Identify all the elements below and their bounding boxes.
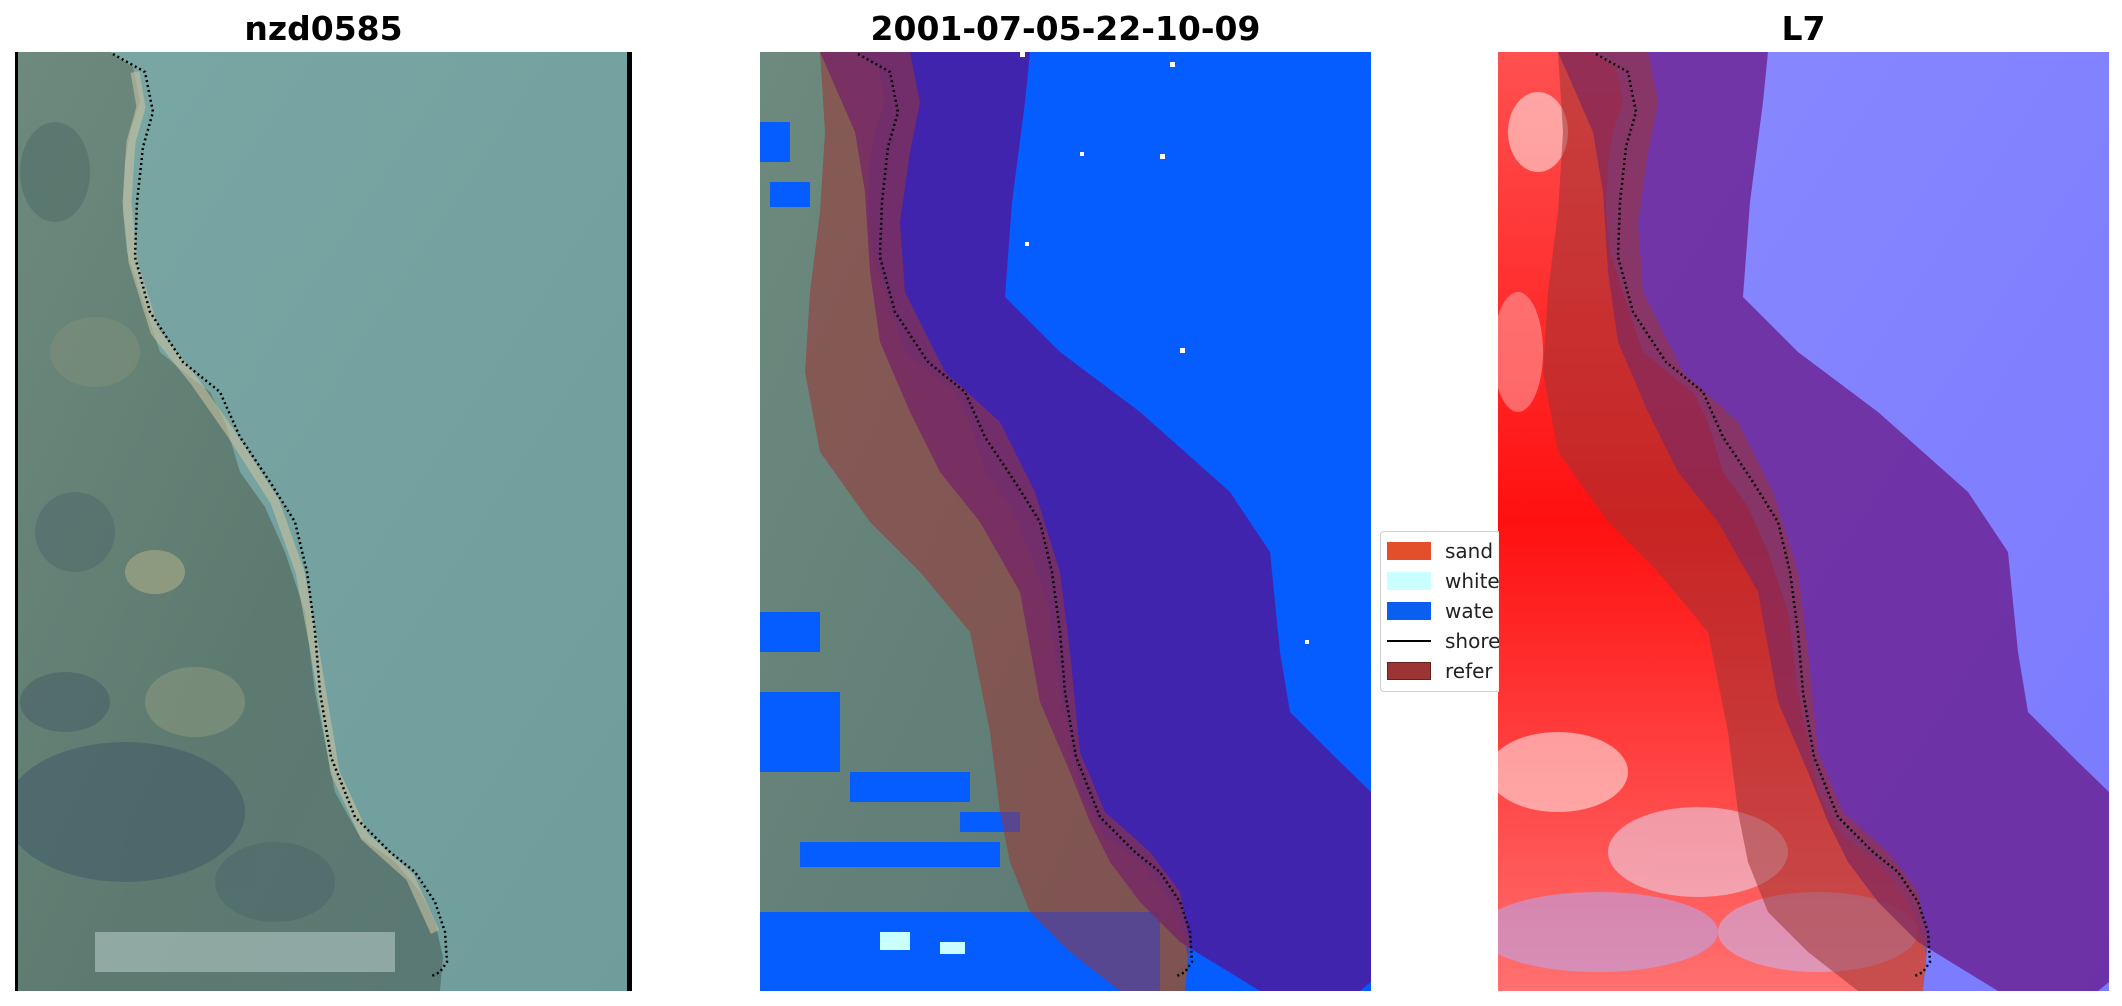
left-edge-border (15, 52, 18, 991)
panel-title-rgb: nzd0585 (244, 9, 403, 48)
legend-label: refer (1445, 659, 1493, 683)
legend-label: sand (1445, 539, 1494, 563)
panel-title-index: L7 (1781, 9, 1826, 48)
reference-buffer-landward (805, 52, 1190, 991)
surf-foam (95, 932, 395, 972)
legend-swatch-sand (1387, 542, 1431, 560)
legend-item-reference: refer (1387, 658, 1493, 684)
white-water-patches (880, 932, 965, 954)
shoreline (1595, 52, 1932, 979)
legend-swatch-water (1387, 602, 1431, 620)
rgb-image-panel (15, 52, 632, 991)
legend-item-shoreline: shore (1387, 628, 1499, 654)
legend-label: wate (1445, 599, 1494, 623)
legend-item-sand: sand (1387, 538, 1493, 564)
legend-swatch-white (1387, 572, 1431, 590)
classification-panel (760, 52, 1371, 991)
reference-buffer-seaward (820, 52, 1371, 991)
shoreline (857, 52, 1194, 979)
legend-item-white: white (1387, 568, 1499, 594)
legend-label: white (1445, 569, 1499, 593)
index-panel (1498, 52, 2109, 991)
panel-title-classification: 2001-07-05-22-10-09 (870, 9, 1261, 48)
legend-label: shore (1445, 629, 1499, 653)
shoreline (112, 52, 449, 979)
legend-swatch-reference (1387, 662, 1431, 680)
legend-item-water: wate (1387, 598, 1494, 624)
legend: sand white wate shore refer (1380, 531, 1499, 692)
right-edge-border (627, 52, 632, 991)
noise-pixels (1020, 52, 1309, 644)
vegetation-texture (15, 122, 335, 922)
reference-buffer-landward (1543, 52, 1928, 991)
legend-swatch-shoreline (1387, 640, 1431, 642)
reference-buffer-seaward (1558, 52, 2109, 991)
